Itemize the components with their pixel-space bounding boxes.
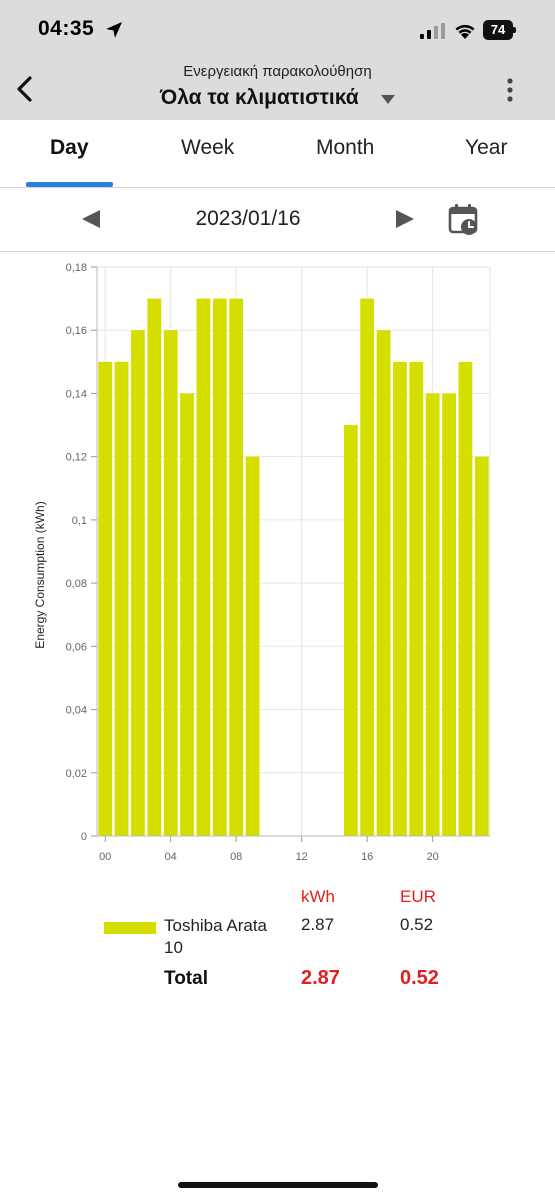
x-tick-label: 08 <box>230 851 242 863</box>
x-tick-label: 04 <box>165 851 177 863</box>
total-label: Total <box>164 968 208 989</box>
dropdown-caret-icon[interactable] <box>381 95 396 105</box>
header: 04:35 74 Ενεργειακή παρακολούθηση Όλα τα… <box>0 0 555 120</box>
eur-column-header: EUR <box>400 887 436 906</box>
app-title[interactable]: Όλα τα κλιματιστικά <box>159 86 359 109</box>
home-indicator <box>178 1182 378 1188</box>
wifi-icon <box>455 24 475 39</box>
tab-year[interactable]: Year <box>465 136 508 159</box>
x-tick-label: 00 <box>99 851 111 863</box>
bar-hour-16[interactable] <box>360 298 375 837</box>
bar-hour-3[interactable] <box>147 298 162 837</box>
app-subtitle: Ενεργειακή παρακολούθηση <box>183 63 372 80</box>
y-tick-label: 0,18 <box>66 262 87 274</box>
chart-bars <box>98 298 489 837</box>
bar-hour-15[interactable] <box>343 425 358 836</box>
date-navigation: 2023/01/16 <box>0 189 555 252</box>
bar-hour-5[interactable] <box>180 393 194 836</box>
bar-hour-18[interactable] <box>393 361 407 836</box>
energy-chart: 0 0,02 0,04 0,06 0,08 0,1 0,12 0,14 0,16 0,18 00 04… <box>0 252 555 872</box>
bar-hour-1[interactable] <box>114 361 129 836</box>
y-tick-label: 0,12 <box>66 452 87 464</box>
status-time: 04:35 <box>38 17 95 40</box>
x-tick-label: 12 <box>296 851 308 863</box>
bar-hour-19[interactable] <box>409 361 424 836</box>
bar-hour-22[interactable] <box>458 361 473 836</box>
y-axis-title: Energy Consumption (kWh) <box>33 501 47 648</box>
y-tick-label: 0,06 <box>66 641 87 653</box>
device-kwh-value: 2.87 <box>301 915 335 934</box>
bar-hour-7[interactable] <box>212 298 227 837</box>
y-tick-label: 0,14 <box>66 388 87 400</box>
bar-hour-9[interactable] <box>245 456 260 836</box>
bar-hour-8[interactable] <box>229 298 244 837</box>
more-vertical-icon[interactable] <box>500 76 520 104</box>
battery-icon: 74 <box>483 20 517 40</box>
bar-hour-4[interactable] <box>163 330 178 836</box>
period-tabs: Day Week Month Year <box>0 120 555 188</box>
kwh-column-header: kWh <box>301 887 335 906</box>
y-tick-label: 0,02 <box>66 768 87 780</box>
consumption-summary: kWh EUR Toshiba Arata 10 2.87 0.52 Total… <box>0 880 555 1000</box>
total-kwh-value: 2.87 <box>301 967 340 989</box>
x-tick-label: 20 <box>427 851 439 863</box>
back-arrow-icon[interactable] <box>12 72 38 106</box>
previous-date-icon[interactable] <box>80 208 102 230</box>
tab-week[interactable]: Week <box>181 136 235 159</box>
y-tick-label: 0,16 <box>66 325 87 337</box>
y-tick-label: 0,1 <box>72 515 87 527</box>
x-tick-label: 16 <box>361 851 373 863</box>
device-eur-value: 0.52 <box>400 915 434 934</box>
bar-hour-23[interactable] <box>474 456 489 836</box>
calendar-history-icon[interactable] <box>447 203 481 237</box>
y-tick-label: 0 <box>81 831 87 843</box>
current-date: 2023/01/16 <box>195 207 301 230</box>
bar-hour-0[interactable] <box>98 361 113 836</box>
total-eur-value: 0.52 <box>400 967 439 989</box>
bar-hour-21[interactable] <box>442 393 456 836</box>
location-arrow-icon <box>106 22 122 38</box>
device-name: Toshiba Arata 10 <box>164 916 268 957</box>
bar-hour-6[interactable] <box>196 298 211 837</box>
status-bar: 04:35 74 <box>0 0 555 60</box>
bar-hour-2[interactable] <box>131 330 145 836</box>
cellular-signal-icon <box>420 23 445 39</box>
device-selector[interactable]: Όλα τα κλιματιστικά <box>0 86 555 110</box>
chart-axes: 0 0,02 0,04 0,06 0,08 0,1 0,12 0,14 0,16 0,18 00 04… <box>66 262 490 863</box>
y-tick-label: 0,04 <box>66 705 87 717</box>
bar-hour-20[interactable] <box>425 393 440 836</box>
y-tick-label: 0,08 <box>66 578 87 590</box>
bar-hour-17[interactable] <box>376 330 391 836</box>
battery-level: 74 <box>483 20 513 40</box>
active-tab-indicator <box>26 182 113 187</box>
battery-nub <box>513 27 516 33</box>
tab-month[interactable]: Month <box>316 136 375 159</box>
legend-swatch <box>104 922 156 934</box>
energy-bar-chart: 0 0,02 0,04 0,06 0,08 0,1 0,12 0,14 0,16 0,18 00 04… <box>33 262 491 863</box>
next-date-icon[interactable] <box>394 208 416 230</box>
tab-day[interactable]: Day <box>50 136 89 159</box>
